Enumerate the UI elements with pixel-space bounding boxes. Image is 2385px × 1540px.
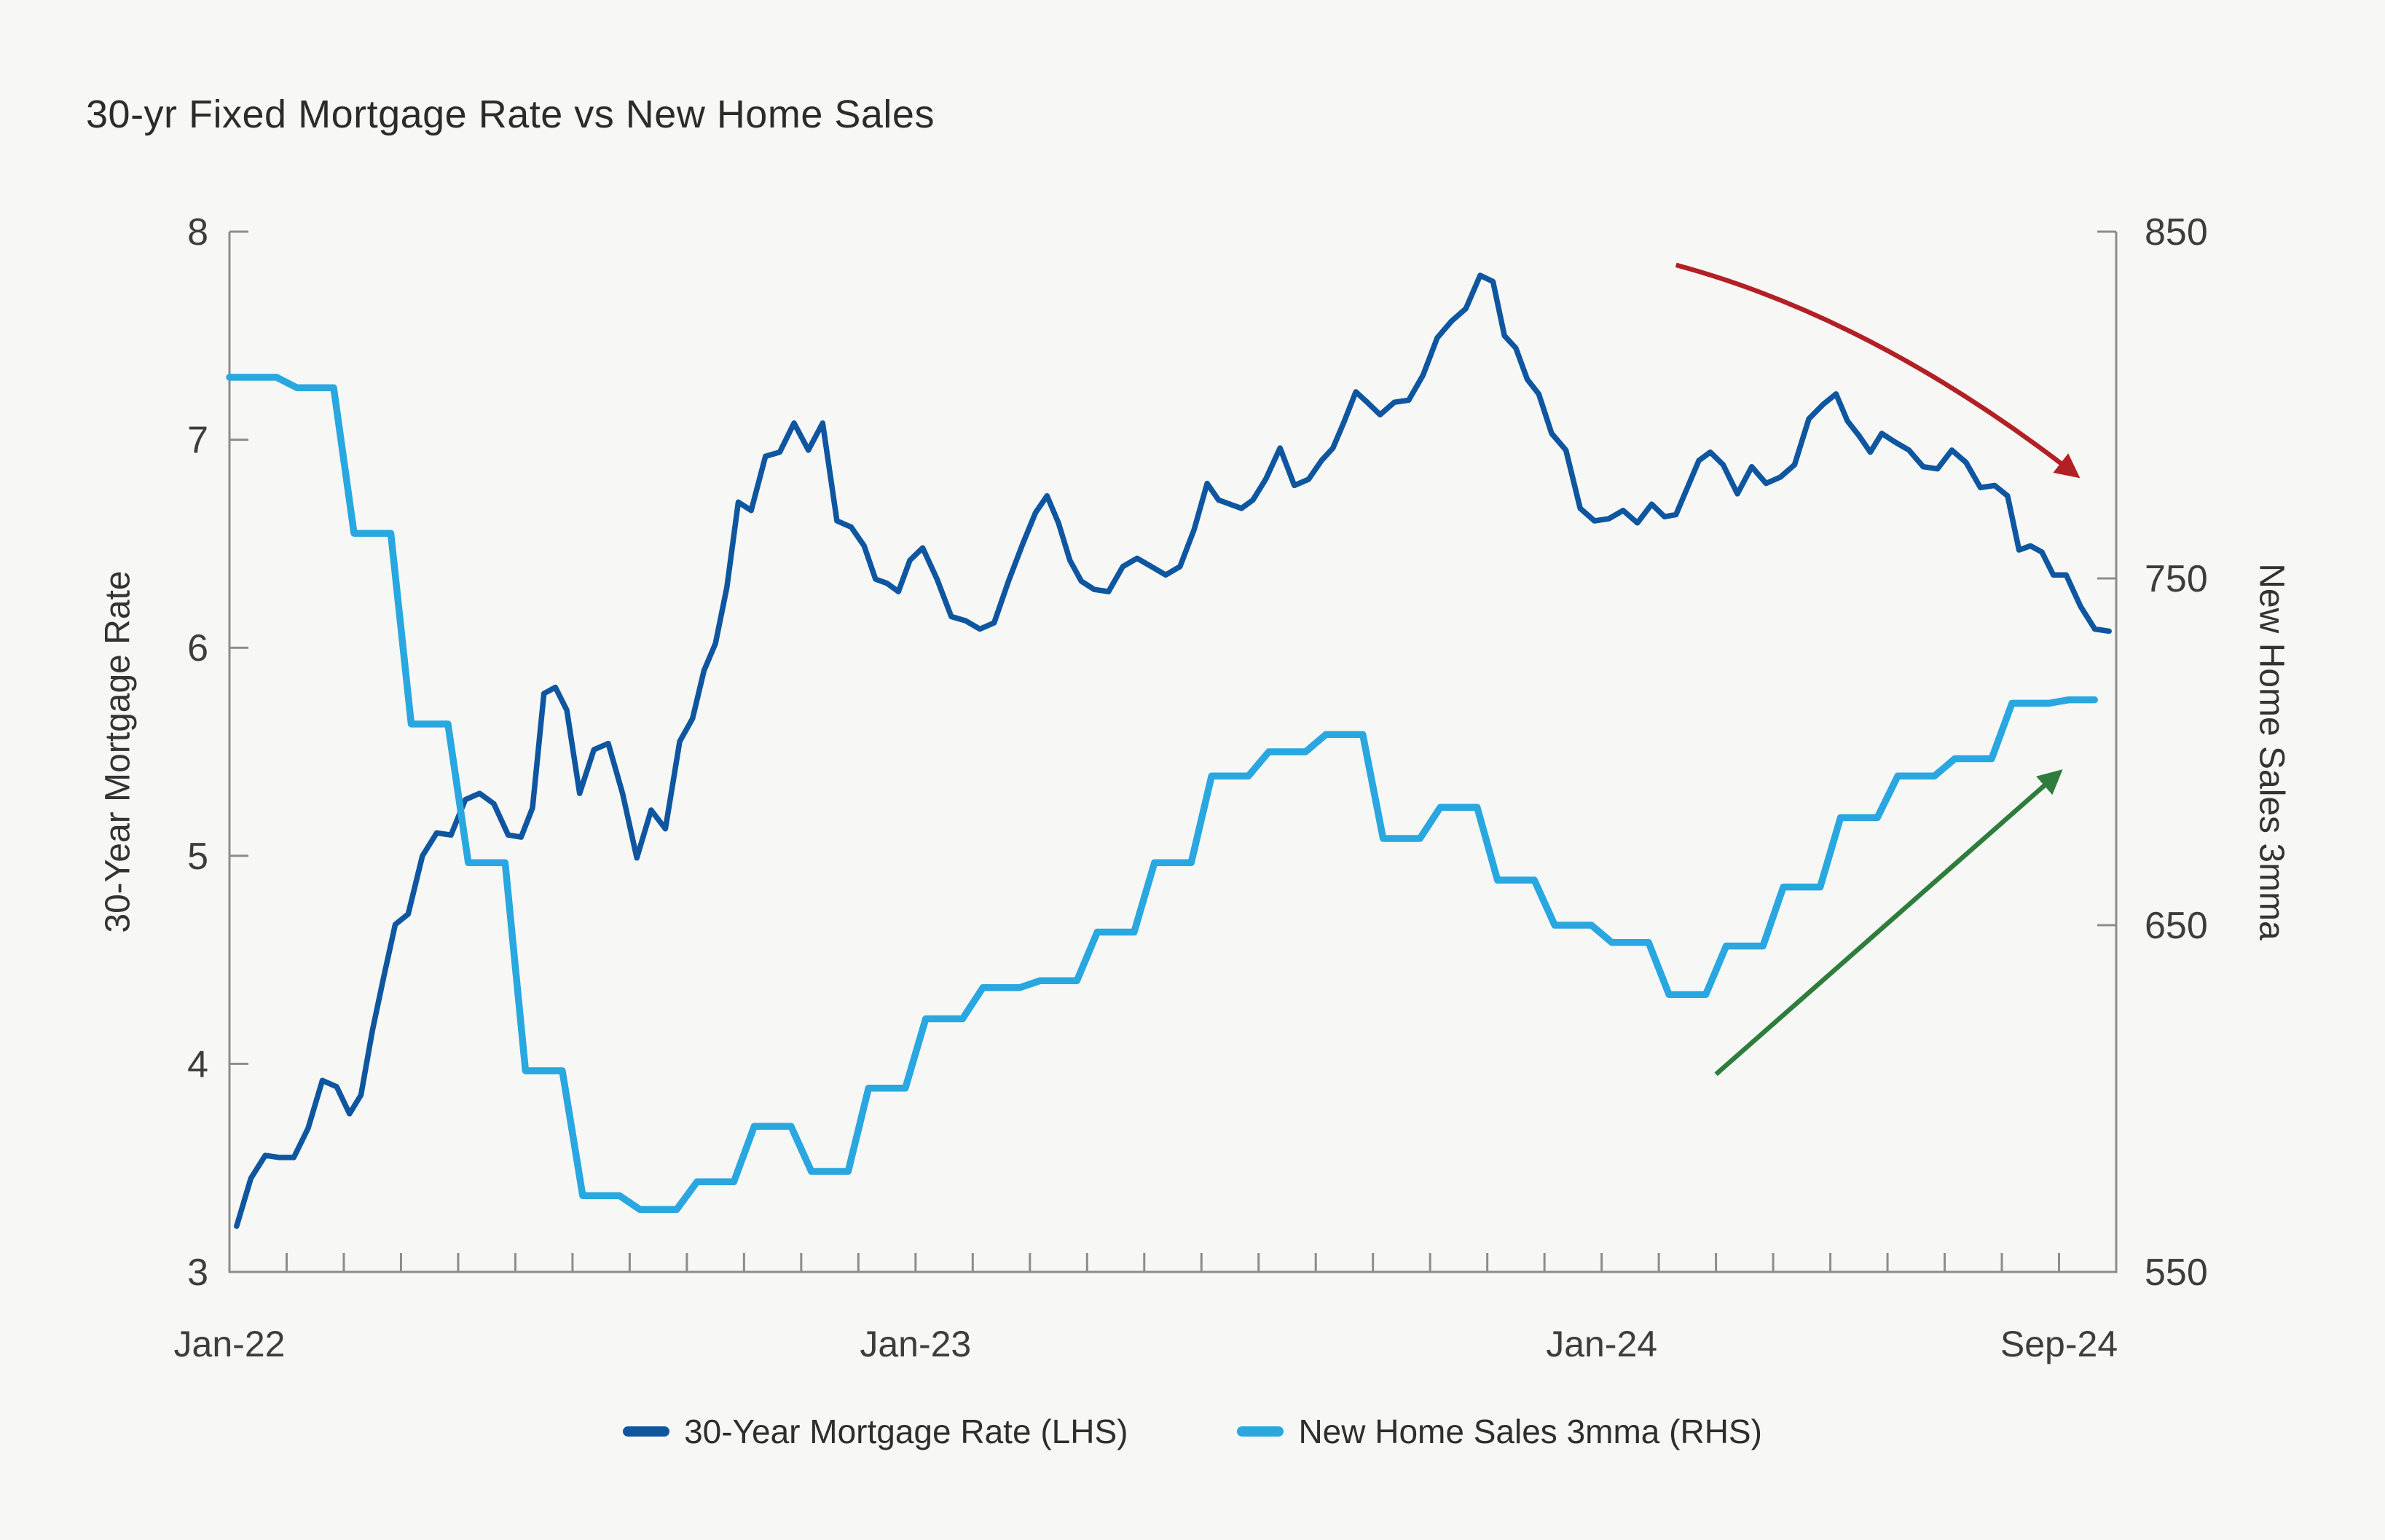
svg-text:6: 6 [187,627,208,669]
legend-item-sales: New Home Sales 3mma (RHS) [1237,1412,1762,1451]
chart-title: 30-yr Fixed Mortgage Rate vs New Home Sa… [86,93,935,136]
mortgage-line-swatch [623,1426,670,1437]
svg-text:4: 4 [187,1043,208,1085]
rates-falling-arrow [1675,262,2081,479]
svg-text:750: 750 [2145,558,2208,600]
sales-line-swatch [1237,1426,1284,1437]
svg-text:850: 850 [2145,211,2208,254]
svg-text:Jan-24: Jan-24 [1546,1324,1657,1364]
svg-text:Sep-24: Sep-24 [2000,1324,2118,1364]
sales-rising-arrow [1714,769,2063,1077]
svg-text:8: 8 [187,211,208,254]
svg-text:550: 550 [2145,1252,2208,1294]
svg-text:7: 7 [187,420,208,462]
svg-text:Jan-22: Jan-22 [174,1324,286,1364]
legend: 30-Year Mortgage Rate (LHS) New Home Sal… [0,1412,2385,1451]
left-axis-title: 30-Year Mortgage Rate [98,570,138,933]
legend-item-mortgage: 30-Year Mortgage Rate (LHS) [623,1412,1128,1451]
legend-label-mortgage: 30-Year Mortgage Rate (LHS) [684,1413,1128,1450]
svg-text:3: 3 [187,1252,208,1294]
svg-text:650: 650 [2145,905,2208,947]
legend-label-sales: New Home Sales 3mma (RHS) [1298,1413,1762,1450]
right-axis-title: New Home Sales 3mma [2252,563,2291,940]
svg-text:5: 5 [187,836,208,878]
svg-text:Jan-23: Jan-23 [860,1324,971,1364]
